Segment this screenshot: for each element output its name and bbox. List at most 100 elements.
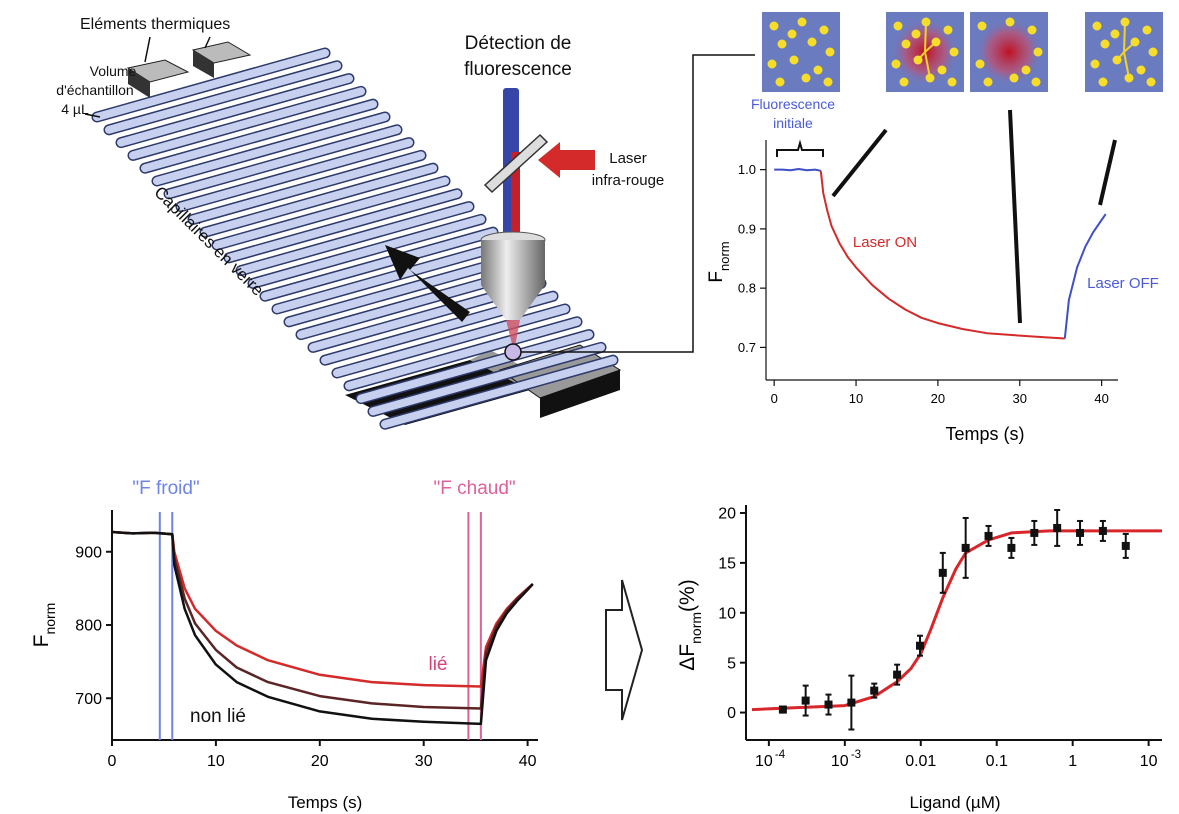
y-axis-label-main: ΔF xyxy=(676,644,699,671)
y-tick-label: 0.7 xyxy=(738,340,756,355)
y-axis-label-sub: norm xyxy=(717,241,732,271)
x-tick-label: 0.1 xyxy=(986,753,1008,770)
series-label: non lié xyxy=(190,706,246,727)
annotation: Laser ON xyxy=(853,234,917,251)
point xyxy=(893,670,902,679)
focus-spot xyxy=(504,343,522,361)
y-tick-label: 900 xyxy=(75,544,102,561)
particle xyxy=(931,37,941,47)
capillary xyxy=(189,151,425,224)
x-axis-label: Ligand (µM) xyxy=(909,793,1000,812)
callout xyxy=(204,36,211,49)
particle xyxy=(921,17,931,27)
y-axis-label-sub: norm xyxy=(688,612,704,644)
objective xyxy=(481,240,545,285)
objective-cone xyxy=(481,285,545,320)
point xyxy=(1121,541,1130,550)
particle xyxy=(825,47,835,57)
capillary xyxy=(285,253,521,326)
point xyxy=(847,698,856,707)
series-line xyxy=(819,170,1065,340)
point xyxy=(1030,528,1039,537)
particle xyxy=(767,59,777,69)
x-tick-label: 0.01 xyxy=(905,753,936,770)
callout xyxy=(1008,109,1022,324)
focus-beam xyxy=(506,320,520,352)
particle xyxy=(807,37,817,47)
particle xyxy=(1009,73,1019,83)
point xyxy=(961,543,970,552)
particle xyxy=(1090,59,1100,69)
particle xyxy=(777,39,787,49)
particle xyxy=(789,55,799,65)
series-line xyxy=(774,168,822,172)
particle xyxy=(1120,17,1130,27)
point xyxy=(1098,526,1107,535)
particle xyxy=(947,77,957,87)
label: Détection de xyxy=(465,33,572,54)
laser-beam xyxy=(511,152,520,240)
x-tick-label: 0 xyxy=(771,391,778,406)
capillary xyxy=(141,100,377,173)
capillary xyxy=(177,138,413,211)
point xyxy=(916,641,925,650)
particle xyxy=(899,77,909,87)
y-tick-label: 10 xyxy=(718,605,736,622)
window-label: "F froid" xyxy=(132,478,199,499)
laser-arrow xyxy=(538,142,595,178)
y-axis-label: ΔFnorm(%) xyxy=(676,579,704,670)
flow-arrow xyxy=(605,579,644,721)
particle xyxy=(775,77,785,87)
particle xyxy=(1092,21,1102,31)
particle xyxy=(913,55,923,65)
particle xyxy=(975,59,985,69)
point xyxy=(801,696,810,705)
particle xyxy=(1124,73,1134,83)
particle xyxy=(1031,77,1041,87)
mirror xyxy=(483,133,549,194)
series-label: lié xyxy=(428,654,447,675)
x-tick-label: 30 xyxy=(415,753,433,770)
y-tick-label: 0.8 xyxy=(738,281,756,296)
y-tick-label: 1.0 xyxy=(738,162,756,177)
particle xyxy=(1005,17,1015,27)
particle xyxy=(1136,65,1146,75)
y-tick-label: 0 xyxy=(727,705,736,722)
label: infra-rouge xyxy=(592,172,665,189)
window-label: "F chaud" xyxy=(434,478,516,499)
capillary xyxy=(345,317,581,390)
y-axis-label: Fnorm xyxy=(30,603,58,648)
capillary xyxy=(201,164,437,237)
y-axis-label-main: F xyxy=(30,635,53,648)
x-tick-label: 10 xyxy=(755,753,773,770)
heating-block xyxy=(193,50,214,78)
callout xyxy=(521,54,755,353)
particle xyxy=(1130,37,1140,47)
capillary xyxy=(213,177,449,249)
particle xyxy=(983,77,993,87)
capillary xyxy=(105,61,341,134)
point xyxy=(938,568,947,577)
capillary xyxy=(117,74,353,147)
chart: 0 10 20 30 40 700 800 900 "F froid" "F chaud" xyxy=(75,478,538,770)
tail xyxy=(924,21,927,53)
y-tick-label: 20 xyxy=(718,506,736,523)
sample-pointer xyxy=(84,113,101,118)
label: Volume xyxy=(90,63,137,79)
particle xyxy=(943,25,953,35)
chart: 0 10 20 30 40 0.7 0.8 0.9 1.0 xyxy=(738,140,1118,406)
heating-block xyxy=(540,370,620,418)
particle xyxy=(1100,39,1110,49)
y-tick-label: 15 xyxy=(718,555,736,572)
particle xyxy=(911,29,921,39)
heating-block xyxy=(126,59,190,83)
capillary xyxy=(153,113,389,185)
capillary xyxy=(369,343,605,416)
particle xyxy=(1148,47,1158,57)
point xyxy=(984,531,993,540)
point xyxy=(824,700,833,709)
y-axis-label-main: F xyxy=(706,271,727,283)
capillary xyxy=(165,125,401,198)
particle xyxy=(893,21,903,31)
